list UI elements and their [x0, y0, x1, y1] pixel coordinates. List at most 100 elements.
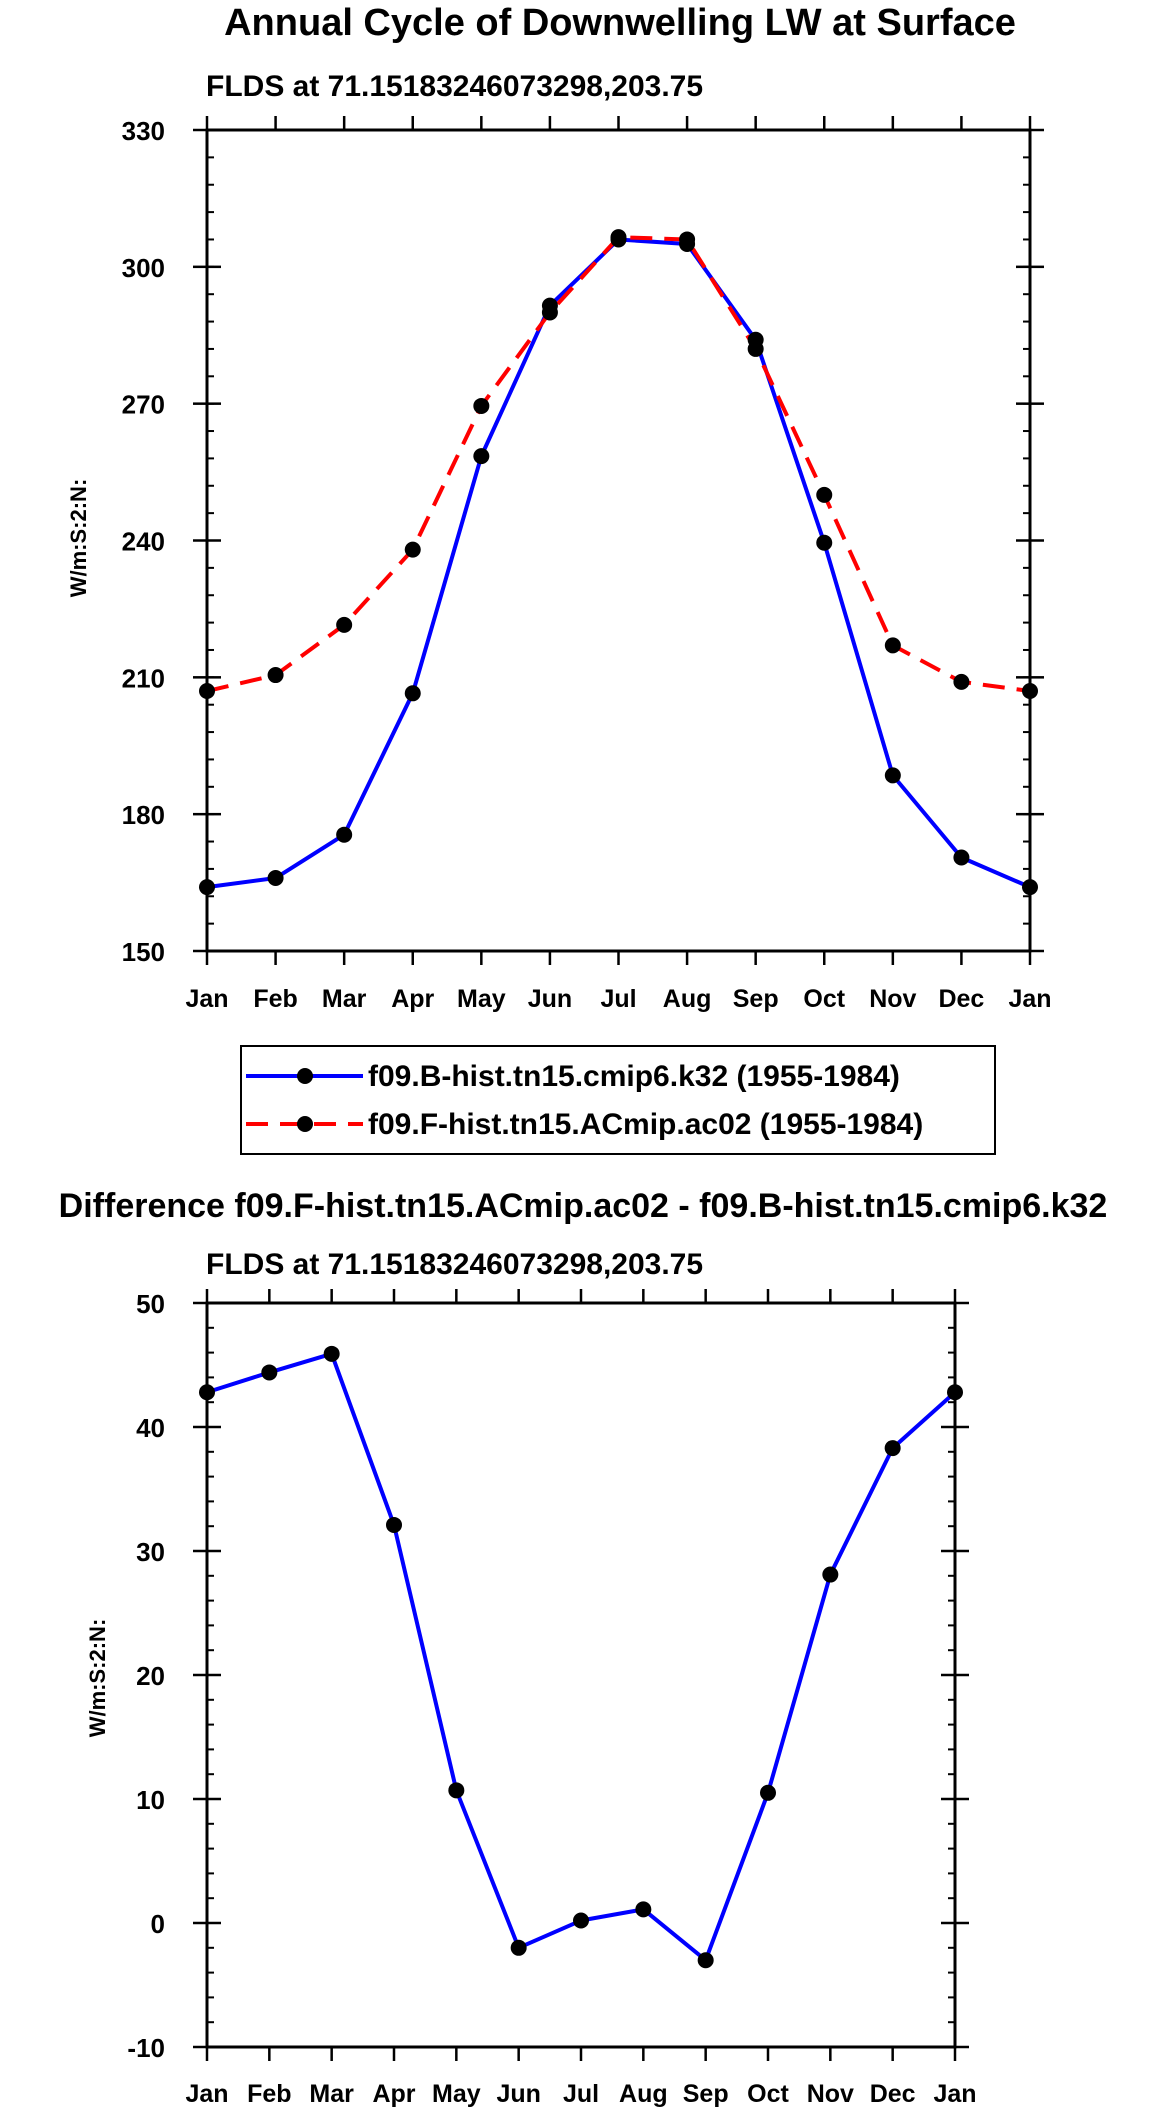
chart2-subtitle: FLDS at 71.15183246073298,203.75: [206, 1248, 703, 1281]
chart1-data-points: [199, 229, 1038, 896]
x-tick-label: Jul: [563, 2080, 599, 2108]
legend-label-series-1: f09.B-hist.tn15.cmip6.k32 (1955-1984): [368, 1060, 900, 1093]
data-point-series-1: [1022, 879, 1038, 896]
chart2-data-points: [199, 1345, 963, 1969]
data-point-series-2: [747, 340, 764, 357]
data-point-series-2: [610, 229, 627, 246]
x-tick-label: Jul: [600, 985, 636, 1013]
y-tick-label: 240: [122, 527, 165, 557]
data-point-series-1: [267, 870, 284, 887]
data-point-series-1: [884, 1440, 901, 1457]
x-tick-label: Jan: [185, 985, 228, 1013]
x-tick-label: May: [432, 2080, 481, 2108]
data-point-series-1: [404, 685, 421, 702]
x-tick-label: Nov: [807, 2080, 854, 2108]
chart1-legend: f09.B-hist.tn15.cmip6.k32 (1955-1984) f0…: [240, 1045, 996, 1155]
x-tick-label: Jan: [933, 2080, 976, 2108]
data-point-series-1: [199, 879, 215, 896]
data-point-series-1: [697, 1952, 714, 1969]
x-tick-label: Mar: [309, 2080, 354, 2108]
legend-frame: [240, 1045, 996, 1155]
y-tick-label: 30: [136, 1537, 165, 1567]
data-point-series-2: [953, 673, 970, 690]
data-point-series-1: [336, 826, 353, 843]
data-point-series-1: [473, 448, 490, 465]
x-tick-label: May: [457, 985, 506, 1013]
chart1-ticks: [193, 116, 1044, 965]
data-point-series-2: [884, 637, 901, 654]
chart2-x-tick-labels: Jan Feb Mar Apr May Jun Jul Aug Sep Oct Nov Dec Jan: [185, 2080, 976, 2108]
y-tick-label: 210: [122, 663, 165, 693]
series-line-2: [206, 235, 1031, 693]
y-tick-label: 330: [122, 116, 165, 146]
chart1-series-lines: [206, 235, 1031, 890]
data-point-series-2: [473, 397, 490, 414]
x-tick-label: Aug: [619, 2080, 668, 2108]
data-point-series-1: [261, 1364, 278, 1381]
data-point-series-1: [822, 1566, 839, 1583]
y-tick-label: 50: [136, 1289, 165, 1319]
chart1-subtitle: FLDS at 71.15183246073298,203.75: [206, 70, 703, 103]
chart2-title: Difference f09.F-hist.tn15.ACmip.ac02 - …: [59, 1187, 1108, 1225]
x-tick-label: Mar: [322, 985, 367, 1013]
data-point-series-1: [816, 534, 833, 551]
legend-item-series-2: f09.F-hist.tn15.ACmip.ac02 (1955-1984): [246, 1108, 923, 1141]
chart1-title: Annual Cycle of Downwelling LW at Surfac…: [224, 2, 1016, 44]
legend-item-series-1: f09.B-hist.tn15.cmip6.k32 (1955-1984): [246, 1060, 900, 1093]
data-point-series-2: [679, 231, 696, 248]
x-tick-label: Apr: [391, 985, 434, 1013]
x-tick-label: Feb: [247, 2080, 291, 2108]
data-point-series-2: [1022, 683, 1038, 700]
y-tick-label: 270: [122, 390, 165, 420]
chart2-plot-frame: [205, 1301, 957, 2049]
data-point-series-1: [510, 1939, 527, 1956]
x-tick-label: Jun: [528, 985, 572, 1013]
y-tick-label: 300: [122, 253, 165, 283]
x-tick-label: Oct: [803, 985, 845, 1013]
x-tick-label: Jun: [496, 2080, 540, 2108]
data-point-series-1: [953, 849, 970, 866]
data-point-series-2: [199, 683, 215, 700]
y-tick-label: 40: [136, 1413, 165, 1443]
y-tick-label: -10: [127, 2033, 165, 2063]
chart2-series-lines: [206, 1351, 957, 1963]
data-point-series-2: [336, 616, 353, 633]
chart1-y-tick-labels: 150 180 210 240 270 300 330: [122, 116, 165, 967]
data-point-series-1: [573, 1912, 589, 1929]
x-tick-label: Sep: [683, 2080, 729, 2108]
series-line-1: [206, 237, 1031, 890]
chart1-x-tick-labels: Jan Feb Mar Apr May Jun Jul Aug Sep Oct Nov Dec Jan: [185, 985, 1051, 1013]
legend-marker-series-2: [297, 1116, 313, 1132]
x-tick-label: Aug: [663, 985, 712, 1013]
data-point-series-1: [448, 1782, 465, 1799]
x-tick-label: Dec: [870, 2080, 916, 2108]
x-tick-label: Apr: [372, 2080, 415, 2108]
x-tick-label: Jan: [1008, 985, 1051, 1013]
x-tick-label: Oct: [747, 2080, 789, 2108]
data-point-series-1: [199, 1384, 215, 1401]
y-tick-label: 10: [136, 1785, 165, 1815]
x-tick-label: Dec: [938, 985, 984, 1013]
data-point-series-2: [816, 486, 833, 503]
x-tick-label: Nov: [869, 985, 916, 1013]
data-point-series-1: [884, 767, 901, 784]
chart2-y-axis-label: W/m:S:2:N:: [85, 1619, 110, 1738]
y-tick-label: 180: [122, 800, 165, 830]
legend-marker-series-1: [297, 1068, 313, 1084]
x-tick-label: Sep: [733, 985, 779, 1013]
y-tick-label: 150: [122, 937, 165, 967]
data-point-series-2: [404, 541, 421, 558]
x-tick-label: Jan: [185, 2080, 228, 2108]
y-tick-label: 0: [151, 1909, 165, 1939]
legend-label-series-2: f09.F-hist.tn15.ACmip.ac02 (1955-1984): [368, 1108, 923, 1141]
y-tick-label: 20: [136, 1661, 165, 1691]
data-point-series-1: [386, 1516, 402, 1533]
data-point-series-2: [267, 667, 284, 684]
chart2-ticks: [193, 1289, 969, 2061]
data-point-series-1: [323, 1345, 340, 1362]
series-line-1: [206, 1351, 957, 1963]
data-point-series-2: [541, 304, 558, 321]
data-point-series-1: [947, 1384, 963, 1401]
data-point-series-1: [760, 1784, 776, 1801]
